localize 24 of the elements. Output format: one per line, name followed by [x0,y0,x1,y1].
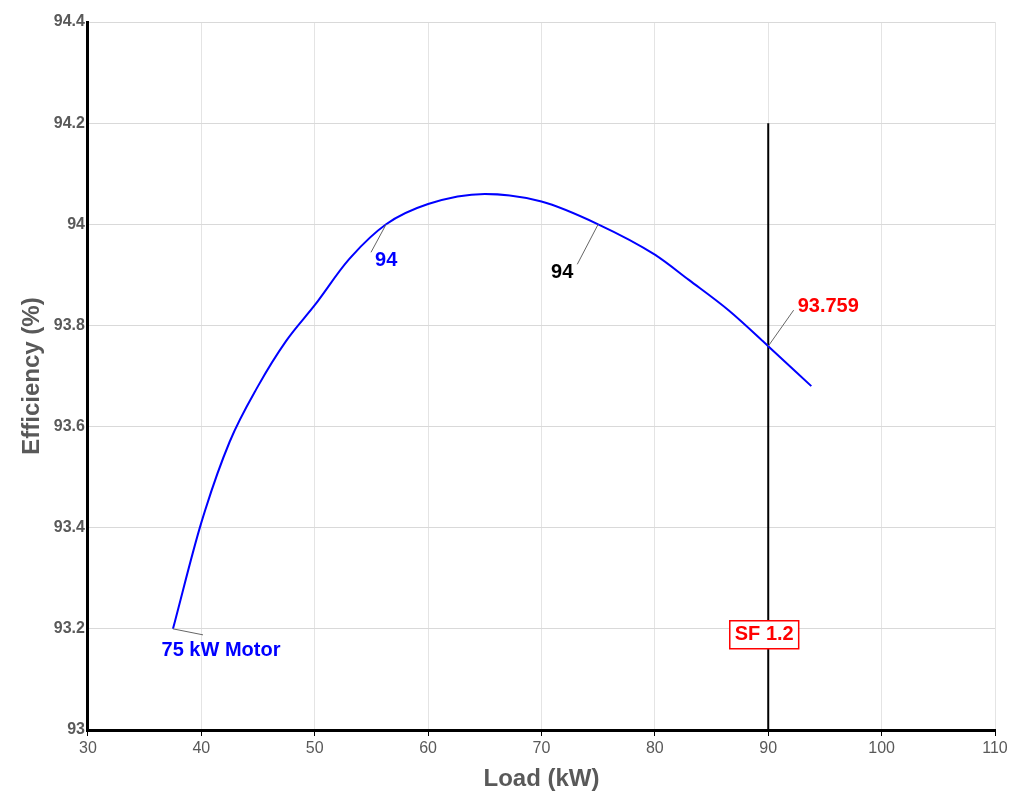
x-tick-label: 30 [79,739,97,757]
y-axis-title: Efficiency (%) [17,297,45,455]
y-tick-label: 94.2 [53,113,86,131]
x-tick-label: 40 [192,739,211,757]
x-tick-label: 110 [982,739,1008,757]
y-tick-label: 94.4 [53,12,86,30]
x-axis-title: Load (kW) [483,764,600,792]
annotation: 93.759 [797,293,859,316]
y-tick-label: 93 [67,720,86,738]
y-tick-label: 93.2 [53,619,86,637]
y-tick-label: 94 [67,214,86,232]
annotation: SF 1.2 [734,622,794,645]
x-tick-label: 70 [532,739,551,757]
y-tick-label: 93.4 [53,518,86,536]
annotation: 94 [551,259,575,282]
x-tick-label: 90 [759,739,778,757]
x-tick-label: 80 [645,739,664,757]
y-tick-label: 93.8 [53,315,86,333]
series-label: 75 kW Motor [161,638,281,661]
annotation: 94 [375,247,399,270]
x-tick-label: 60 [419,739,438,757]
x-tick-label: 50 [305,739,324,757]
x-tick-label: 100 [868,739,896,757]
y-tick-label: 93.6 [53,416,86,434]
